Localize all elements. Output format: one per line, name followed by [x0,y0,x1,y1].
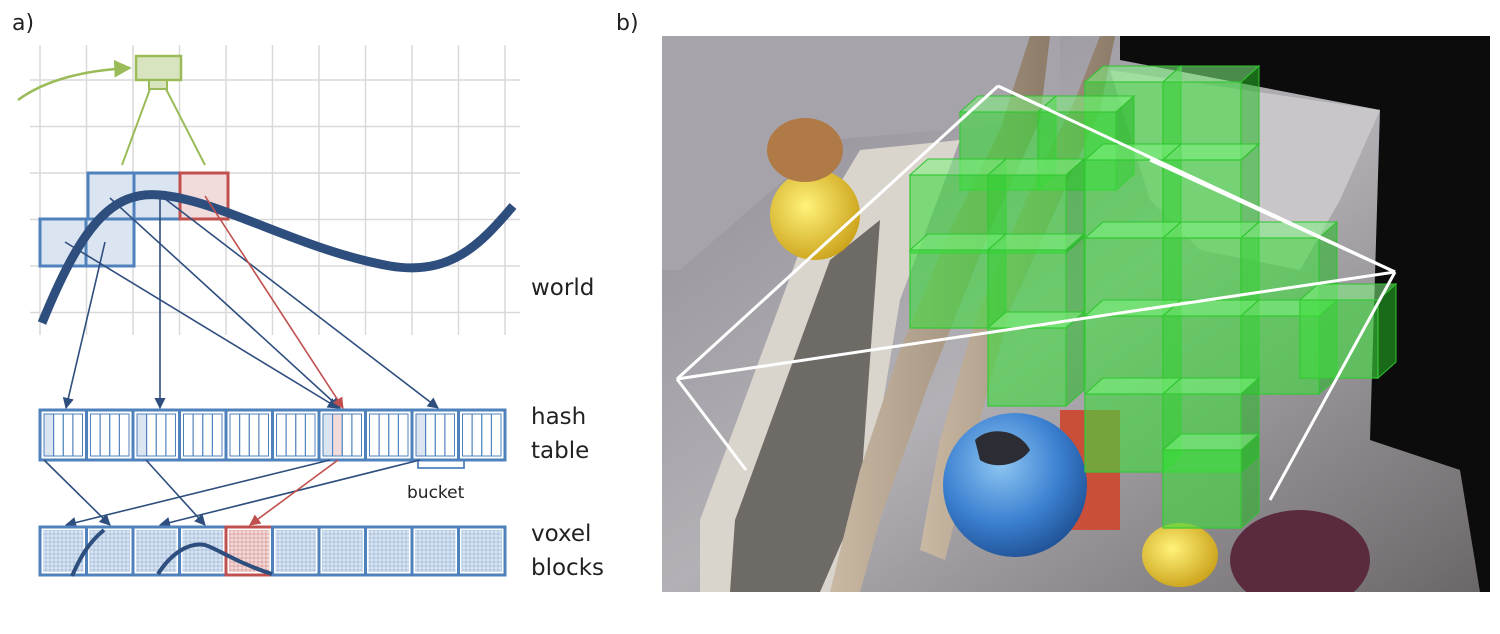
voxel-block-cells [322,530,363,572]
hash-table-label-line1: hash [531,404,586,430]
voxel-blocks-label-line1: voxel [531,521,591,547]
panel-b: b) [616,11,1490,592]
panel-a-label: a) [12,11,34,36]
voxel-cube-front [1084,393,1164,473]
hash-entry [490,413,502,457]
voxel-cube-front [1162,449,1242,529]
scene-yellow-object-small [1142,523,1218,587]
hash-entry [72,413,83,457]
block-pointer-arrow-new [249,459,339,526]
block-pointer-arrows [43,459,421,529]
camera-icon [17,54,206,166]
scene-purple-object [1230,510,1370,592]
voxel-surface-fragment [70,528,106,577]
hash-entry [118,413,130,457]
frustum-edge [676,270,1396,381]
scene-upper-wall [662,36,1060,270]
hash-entry [415,413,427,457]
hash-bucket [457,408,507,462]
surface-curve [37,190,517,325]
voxel-blocks [38,525,507,577]
voxel-block-cells [368,530,409,572]
hash-arrow [109,197,341,409]
frustum-edge [1268,271,1397,501]
hash-entry [165,413,176,457]
bucket-brace [417,461,465,469]
hash-entry [43,413,55,457]
camera-frustum-left [121,88,151,166]
block-pointer-arrow [64,459,331,529]
voxel-cube-front [909,249,989,329]
voxel-block-cells [275,530,316,572]
block-pointer-arrow [43,459,111,526]
voxel-cube-side [1065,310,1085,408]
frustum-edge [675,84,1000,381]
block-pointer-arrow [145,459,206,526]
hash-entry [332,413,343,457]
camera-frustum-right [165,88,206,166]
bucket-label: bucket [407,483,465,503]
hash-entry [444,413,455,457]
hash-entry [258,413,269,457]
camera-body [134,54,183,82]
world-grid [30,45,520,335]
hash-table-label-line2: table [531,438,589,464]
voxel-cube-front [987,327,1067,407]
world-label: world [531,275,594,301]
hash-entry [304,413,316,457]
hash-entry [397,413,409,457]
voxel-block [457,525,507,577]
frustum-edge [997,84,1051,112]
hash-arrows [62,194,439,410]
frustum-edge [1149,158,1396,274]
panel-a: a) [12,11,604,581]
hash-arrow-new [204,195,344,409]
camera-lens [148,79,168,90]
voxel-cube-front [1299,299,1379,379]
hash-entry [351,413,362,457]
hash-arrow [64,241,339,409]
camera-frustum [675,84,1397,501]
hash-table [38,408,507,462]
scene-blue-ball [943,413,1087,557]
voxel-block-cells [136,530,177,572]
scene-ball-hole [975,431,1030,466]
scene-yellow-object [770,170,860,260]
camera-trajectory-arrow [17,59,132,102]
scene-brown-object [767,118,843,182]
hash-entry [322,413,334,457]
hash-entry [136,413,148,457]
scene-shelf-front [730,220,880,592]
frustum-edge [675,378,748,471]
hash-arrow [62,241,106,410]
voxel-cube-side [1240,432,1260,530]
panel-b-label: b) [616,11,639,36]
voxel-surface-fragment [156,542,273,576]
hash-entry [211,413,223,457]
voxel-blocks-label-line2: blocks [531,555,604,581]
block-pointer-arrow [158,459,421,528]
hash-arrow [159,194,439,409]
voxel-block-cells [415,530,456,572]
voxel-block-cells [461,530,502,572]
